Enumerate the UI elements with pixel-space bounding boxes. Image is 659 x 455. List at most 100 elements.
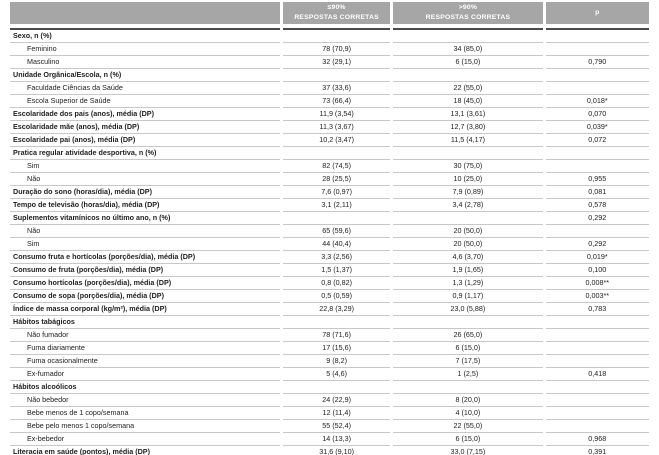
- col1-value: 7,6 (0,97): [282, 186, 391, 199]
- col1-value: 0,8 (0,82): [282, 277, 391, 290]
- p-value: [545, 355, 649, 368]
- col2-value: 6 (15,0): [393, 342, 543, 355]
- row-label: Escola Superior de Saúde: [10, 95, 280, 108]
- col1-value: 17 (15,6): [282, 342, 391, 355]
- col2-value: 4 (10,0): [393, 407, 543, 420]
- col2-value: 1,9 (1,65): [393, 264, 543, 277]
- p-value: 0,070: [545, 108, 649, 121]
- table-row: Consumo de fruta (porções/dia), média (D…: [10, 264, 649, 277]
- table-row: Literacia em saúde (pontos), média (DP) …: [10, 446, 649, 455]
- table-body: Sexo, n (%) Feminino 78 (70,9) 34 (85,0)…: [10, 28, 649, 455]
- table-row: Unidade Orgânica/Escola, n (%): [10, 69, 649, 82]
- header-le90-line2: RESPOSTAS CORRETAS: [294, 14, 379, 21]
- table-row: Sim 44 (40,4) 20 (50,0) 0,292: [10, 238, 649, 251]
- col2-value: 12,7 (3,80): [393, 121, 543, 134]
- table-row: Não 28 (25,5) 10 (25,0) 0,955: [10, 173, 649, 186]
- col2-value: 20 (50,0): [393, 225, 543, 238]
- table-row: Pratica regular atividade desportiva, n …: [10, 147, 649, 160]
- p-value: [545, 316, 649, 329]
- table-row: Tempo de televisão (horas/dia), média (D…: [10, 199, 649, 212]
- col1-value: 31,6 (9,10): [283, 446, 391, 455]
- col2-value: 8 (20,0): [393, 394, 543, 407]
- table-row: Duração do sono (horas/dia), média (DP) …: [10, 186, 649, 199]
- col2-value: 7 (17,5): [393, 355, 543, 368]
- table-row: Consumo hortícolas (porções/dia), média …: [10, 277, 649, 290]
- table-row: Não 65 (59,6) 20 (50,0): [10, 225, 649, 238]
- col1-value: 55 (52,4): [282, 420, 391, 433]
- row-label: Ex-bebedor: [10, 433, 280, 446]
- p-value: [545, 329, 649, 342]
- row-label: Consumo de sopa (porções/dia), média (DP…: [10, 290, 280, 303]
- p-value: 0,418: [545, 368, 649, 381]
- col1-value: [282, 147, 391, 160]
- row-label: Escolaridade pai (anos), média (DP): [10, 134, 280, 147]
- col2-value: 11,5 (4,17): [393, 134, 543, 147]
- col2-value: 13,1 (3,61): [393, 108, 543, 121]
- row-label: Escolaridade mãe (anos), média (DP): [10, 121, 280, 134]
- p-value: 0,100: [545, 264, 649, 277]
- row-label: Literacia em saúde (pontos), média (DP): [10, 446, 280, 455]
- col1-value: [282, 381, 391, 394]
- table-row: Escolaridade mãe (anos), média (DP) 11,3…: [10, 121, 649, 134]
- table-row: Sim 82 (74,5) 30 (75,0): [10, 160, 649, 173]
- row-label: Unidade Orgânica/Escola, n (%): [10, 69, 280, 82]
- row-label: Escolaridade dos pais (anos), média (DP): [10, 108, 280, 121]
- table-row: Consumo de sopa (porções/dia), média (DP…: [10, 290, 649, 303]
- table-header: ≤90% RESPOSTAS CORRETAS >90% RESPOSTAS C…: [10, 2, 649, 28]
- col2-value: [393, 69, 543, 82]
- row-label: Tempo de televisão (horas/dia), média (D…: [10, 199, 280, 212]
- p-value: [545, 28, 649, 43]
- col1-value: 3,3 (2,56): [282, 251, 391, 264]
- row-label: Não: [10, 225, 280, 238]
- col2-value: 6 (15,0): [393, 433, 543, 446]
- col2-value: 1 (2,5): [393, 368, 543, 381]
- col2-value: [393, 212, 543, 225]
- col2-value: 22 (55,0): [393, 420, 543, 433]
- p-value: [545, 394, 649, 407]
- col1-value: 28 (25,5): [282, 173, 391, 186]
- row-label: Consumo fruta e hortícolas (porções/dia)…: [10, 251, 280, 264]
- table-row: Hábitos alcoólicos: [10, 381, 649, 394]
- row-label: Fuma diariamente: [10, 342, 280, 355]
- col1-value: 78 (71,6): [282, 329, 391, 342]
- p-value: 0,081: [545, 186, 649, 199]
- p-value: 0,391: [546, 446, 650, 455]
- table-row: Não fumador 78 (71,6) 26 (65,0): [10, 329, 649, 342]
- col1-value: 24 (22,9): [282, 394, 391, 407]
- row-label: Consumo hortícolas (porções/dia), média …: [10, 277, 280, 290]
- header-gt90-line1: >90%: [458, 4, 478, 12]
- table-row: Sexo, n (%): [10, 28, 649, 43]
- row-label: Pratica regular atividade desportiva, n …: [10, 147, 280, 160]
- results-table: ≤90% RESPOSTAS CORRETAS >90% RESPOSTAS C…: [7, 2, 652, 455]
- header-cell-gt90: >90% RESPOSTAS CORRETAS: [393, 2, 543, 28]
- p-value: [545, 160, 649, 173]
- col2-value: 23,0 (5,88): [393, 303, 543, 316]
- col2-value: 4,6 (3,70): [393, 251, 543, 264]
- p-value: [545, 147, 649, 160]
- row-label: Consumo de fruta (porções/dia), média (D…: [10, 264, 280, 277]
- row-label: Sim: [10, 238, 280, 251]
- col2-value: 6 (15,0): [393, 56, 543, 69]
- col2-value: 0,9 (1,17): [393, 290, 543, 303]
- col1-value: 5 (4,6): [282, 368, 391, 381]
- col1-value: [282, 69, 391, 82]
- row-label: Sexo, n (%): [10, 28, 280, 43]
- col2-value: 1,3 (1,29): [393, 277, 543, 290]
- row-label: Bebe pelo menos 1 copo/semana: [10, 420, 280, 433]
- p-value: 0,072: [545, 134, 649, 147]
- row-label: Fuma ocasionalmente: [10, 355, 280, 368]
- header-cell-label: [10, 2, 280, 28]
- col2-value: 10 (25,0): [393, 173, 543, 186]
- col1-value: 82 (74,5): [282, 160, 391, 173]
- row-label: Masculino: [10, 56, 280, 69]
- col2-value: 7,9 (0,89): [393, 186, 543, 199]
- col2-value: 3,4 (2,78): [393, 199, 543, 212]
- table-row: Suplementos vitamínicos no último ano, n…: [10, 212, 649, 225]
- table-row: Hábitos tabágicos: [10, 316, 649, 329]
- col1-value: [282, 316, 391, 329]
- col1-value: 73 (66,4): [282, 95, 391, 108]
- header-cell-le90: ≤90% RESPOSTAS CORRETAS: [282, 2, 391, 28]
- p-value: 0,019*: [545, 251, 649, 264]
- header-gt90-line2: RESPOSTAS CORRETAS: [425, 14, 511, 21]
